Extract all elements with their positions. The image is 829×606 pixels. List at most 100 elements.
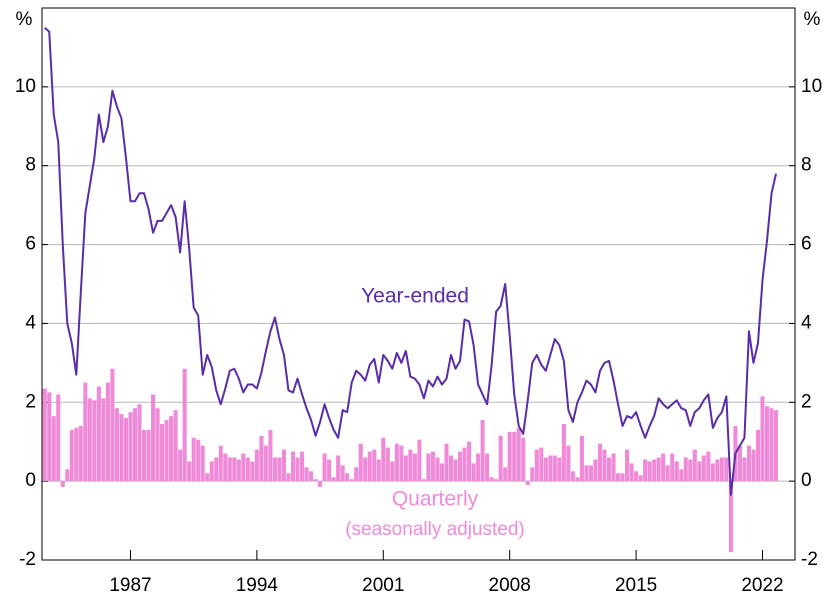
bar <box>467 441 472 482</box>
bar <box>448 455 454 482</box>
bar <box>394 443 399 482</box>
bar <box>625 449 630 482</box>
bar <box>724 457 729 482</box>
annotation: Year-ended <box>361 285 469 308</box>
bar <box>196 439 201 482</box>
bar <box>489 477 494 482</box>
bar <box>444 443 449 482</box>
x-tick-label: 2015 <box>615 575 657 596</box>
bar <box>480 420 485 482</box>
bar <box>435 457 440 482</box>
bar <box>60 481 65 488</box>
bar <box>575 477 580 482</box>
annotation: Quarterly <box>392 488 479 511</box>
bar <box>132 408 138 482</box>
bar <box>458 451 463 482</box>
bar <box>200 445 205 482</box>
bar <box>110 368 115 482</box>
bar <box>69 429 74 482</box>
bar <box>74 427 79 482</box>
bar <box>570 471 575 482</box>
bar <box>412 453 417 482</box>
bar <box>543 457 548 482</box>
bar <box>173 410 178 482</box>
bar <box>408 449 413 482</box>
bar <box>65 469 70 482</box>
y-tick-label-left: 2 <box>25 391 36 412</box>
y-tick-label-right: 10 <box>801 76 822 97</box>
bar <box>78 425 83 482</box>
bar <box>746 445 751 482</box>
bar <box>728 481 733 553</box>
bar <box>354 467 359 482</box>
bar <box>638 475 643 482</box>
bar <box>539 447 544 482</box>
bar <box>83 382 88 482</box>
bar <box>277 457 282 482</box>
bar <box>218 445 223 482</box>
bar <box>503 467 508 482</box>
bar <box>670 453 675 482</box>
bar <box>191 437 196 482</box>
y-tick-label-right: 6 <box>801 234 812 255</box>
x-tick-label: 2001 <box>362 575 404 596</box>
bar <box>737 445 742 482</box>
bar <box>42 388 47 482</box>
bar <box>336 455 341 482</box>
bar <box>525 481 530 486</box>
bar <box>318 481 323 488</box>
bar <box>123 418 128 482</box>
bar <box>182 368 187 482</box>
bar <box>309 471 314 482</box>
x-tick-label: 1994 <box>236 575 279 596</box>
bar <box>656 457 661 482</box>
bar <box>494 479 499 482</box>
bar <box>426 453 431 482</box>
bar <box>715 459 720 482</box>
bar <box>272 457 277 482</box>
bar <box>160 423 165 482</box>
bar <box>376 459 381 482</box>
x-tick-label: 2008 <box>489 575 531 596</box>
y-tick-label-right: 2 <box>801 391 812 412</box>
bar <box>742 457 747 482</box>
bar <box>674 461 679 482</box>
bar <box>399 445 404 482</box>
bar <box>250 461 255 482</box>
bar <box>616 473 621 482</box>
bar <box>214 457 219 482</box>
bar <box>417 439 422 482</box>
bar <box>322 453 327 482</box>
bar <box>430 451 435 482</box>
bar <box>241 453 246 482</box>
bar <box>295 457 300 482</box>
bar <box>755 429 761 482</box>
bar <box>187 461 192 482</box>
bar <box>552 455 557 482</box>
bar <box>169 416 174 482</box>
bar <box>87 398 92 482</box>
bar <box>385 447 390 482</box>
bar <box>92 400 97 482</box>
bar <box>340 465 345 482</box>
bar <box>697 461 702 482</box>
bar <box>665 465 670 482</box>
bar <box>286 473 291 482</box>
bar <box>620 473 625 482</box>
bar <box>151 394 156 482</box>
bar <box>345 473 350 482</box>
bar <box>530 467 535 482</box>
bar <box>299 451 305 482</box>
bar <box>101 398 106 482</box>
bar <box>232 457 237 482</box>
bar <box>719 457 724 482</box>
bar <box>56 394 61 482</box>
bar <box>403 455 408 482</box>
bar <box>137 404 142 482</box>
bar <box>209 461 214 482</box>
bar <box>566 445 571 482</box>
bar <box>268 429 273 482</box>
bar <box>652 459 657 482</box>
bar <box>485 453 490 482</box>
bar <box>96 386 101 482</box>
